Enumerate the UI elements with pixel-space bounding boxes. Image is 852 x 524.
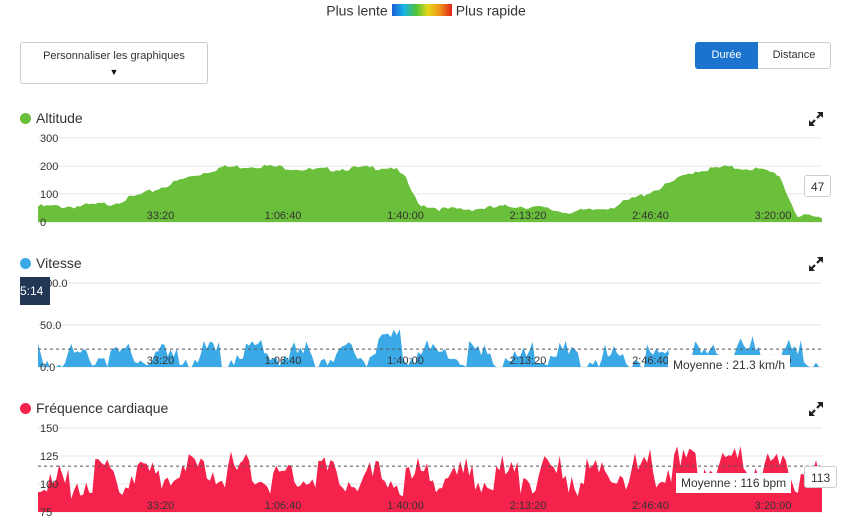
x-axis-mode-toggle: Durée Distance	[695, 42, 831, 69]
speed-x-tick-label: 33:20	[147, 355, 175, 367]
speed-chart-title: Vitesse	[20, 255, 82, 271]
altitude-y-tick-label: 0	[40, 217, 46, 229]
speed-expand-icon[interactable]	[808, 256, 824, 272]
heart-rate-title-text: Fréquence cardiaque	[36, 400, 169, 416]
customize-charts-label: Personnaliser les graphiques	[43, 50, 185, 62]
heart-rate-x-tick-label: 1:06:40	[265, 500, 302, 512]
heart-rate-y-tick-label: 100	[40, 479, 58, 491]
legend-slow-label: Plus lente	[326, 2, 388, 19]
altitude-x-tick-label: 2:46:40	[632, 210, 669, 222]
heart-rate-x-tick-label: 3:20:00	[755, 500, 792, 512]
distance-toggle-button[interactable]: Distance	[758, 42, 831, 69]
legend-fast-label: Plus rapide	[455, 2, 526, 19]
heart-rate-x-tick-label: 2:46:40	[632, 500, 669, 512]
altitude-x-tick-label: 2:13:20	[510, 210, 547, 222]
speed-x-tick-label: 1:06:40	[265, 355, 302, 367]
speed-dot-icon	[20, 257, 31, 269]
speed-y-tick-label: 0.0	[40, 362, 55, 374]
heart-rate-expand-icon[interactable]	[808, 401, 824, 417]
heart-rate-current-value-badge: 113	[804, 466, 838, 488]
heart-rate-average-label: Moyenne : 116 bpm	[676, 473, 792, 493]
altitude-expand-icon[interactable]	[808, 111, 824, 127]
altitude-area-series	[38, 164, 822, 222]
speed-average-label: Moyenne : 21.3 km/h	[668, 355, 791, 375]
altitude-x-tick-label: 3:20:00	[755, 210, 792, 222]
speed-tooltip: 5:14	[20, 277, 50, 305]
speed-x-tick-label: 1:40:00	[387, 355, 424, 367]
altitude-y-tick-label: 300	[40, 133, 58, 145]
speed-x-tick-label: 2:46:40	[632, 355, 669, 367]
altitude-x-tick-label: 1:06:40	[265, 210, 302, 222]
altitude-dot-icon	[20, 112, 31, 124]
customize-charts-dropdown[interactable]: Personnaliser les graphiques ▼	[20, 42, 208, 84]
duration-toggle-button[interactable]: Durée	[695, 42, 758, 69]
speed-x-tick-label: 2:13:20	[510, 355, 547, 367]
legend-gradient-bar	[391, 4, 452, 17]
altitude-x-tick-label: 1:40:00	[387, 210, 424, 222]
heart-rate-y-tick-label: 75	[40, 507, 52, 519]
speed-title-text: Vitesse	[36, 255, 82, 271]
heart-rate-x-tick-label: 33:20	[147, 500, 175, 512]
heart-rate-dot-icon	[20, 402, 31, 414]
heart-rate-x-tick-label: 2:13:20	[510, 500, 547, 512]
heart-rate-area-series	[38, 446, 822, 512]
altitude-y-tick-label: 100	[40, 189, 58, 201]
speed-color-legend: Plus lente Plus rapide	[0, 1, 852, 18]
altitude-title-text: Altitude	[36, 110, 83, 126]
altitude-chart-title: Altitude	[20, 110, 83, 126]
altitude-current-value-badge: 47	[804, 175, 832, 197]
chevron-down-icon: ▼	[109, 67, 119, 77]
speed-y-tick-label: 50.0	[40, 320, 61, 332]
altitude-x-tick-label: 33:20	[147, 210, 175, 222]
heart-rate-chart-title: Fréquence cardiaque	[20, 400, 168, 416]
heart-rate-y-tick-label: 150	[40, 423, 58, 435]
altitude-y-tick-label: 200	[40, 161, 58, 173]
heart-rate-x-tick-label: 1:40:00	[387, 500, 424, 512]
heart-rate-y-tick-label: 125	[40, 451, 58, 463]
